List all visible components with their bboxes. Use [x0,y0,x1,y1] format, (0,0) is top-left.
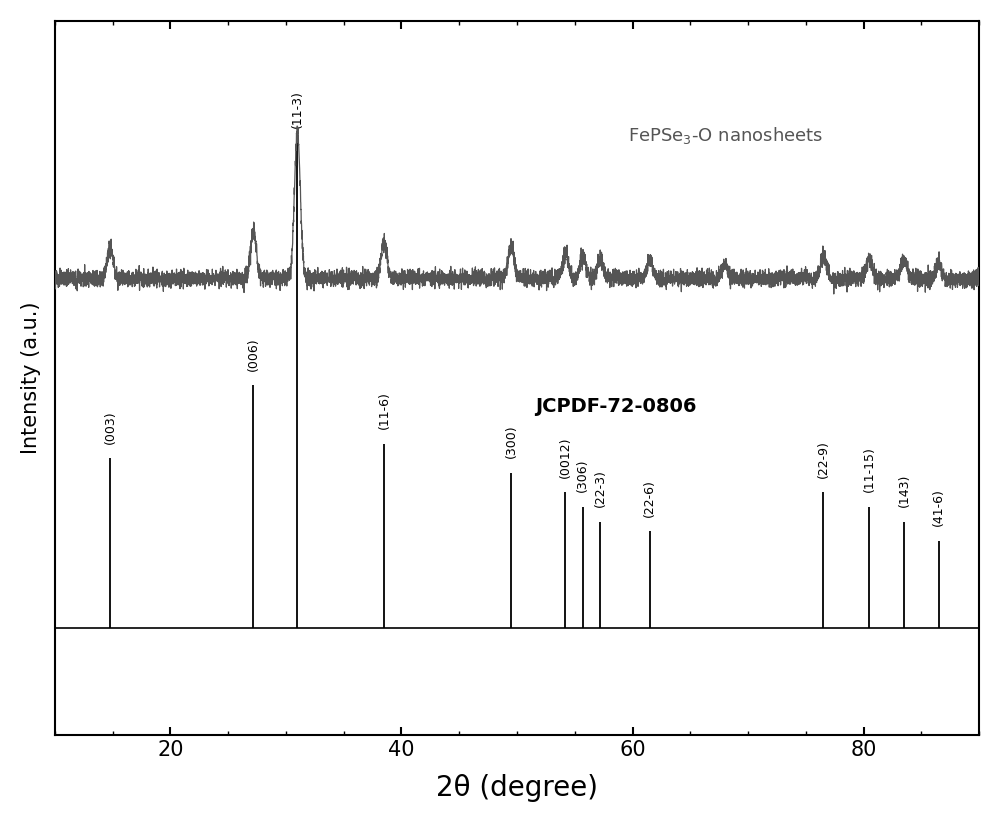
Text: JCPDF-72-0806: JCPDF-72-0806 [535,398,697,416]
X-axis label: 2θ (degree): 2θ (degree) [436,774,598,802]
Text: (11-3): (11-3) [291,90,304,128]
Text: FePSe$_3$-O nanosheets: FePSe$_3$-O nanosheets [628,124,823,146]
Text: (22-3): (22-3) [594,469,607,507]
Text: (143): (143) [898,473,911,507]
Text: (22-9): (22-9) [817,440,830,478]
Text: (006): (006) [247,337,260,371]
Text: (0012): (0012) [559,436,572,478]
Text: (300): (300) [505,425,518,458]
Y-axis label: Intensity (a.u.): Intensity (a.u.) [21,302,41,454]
Text: (003): (003) [104,410,117,444]
Text: (11-6): (11-6) [378,391,391,429]
Text: (22-6): (22-6) [643,479,656,517]
Text: (11-15): (11-15) [863,447,876,492]
Text: (41-6): (41-6) [932,489,945,527]
Text: (306): (306) [576,459,589,492]
